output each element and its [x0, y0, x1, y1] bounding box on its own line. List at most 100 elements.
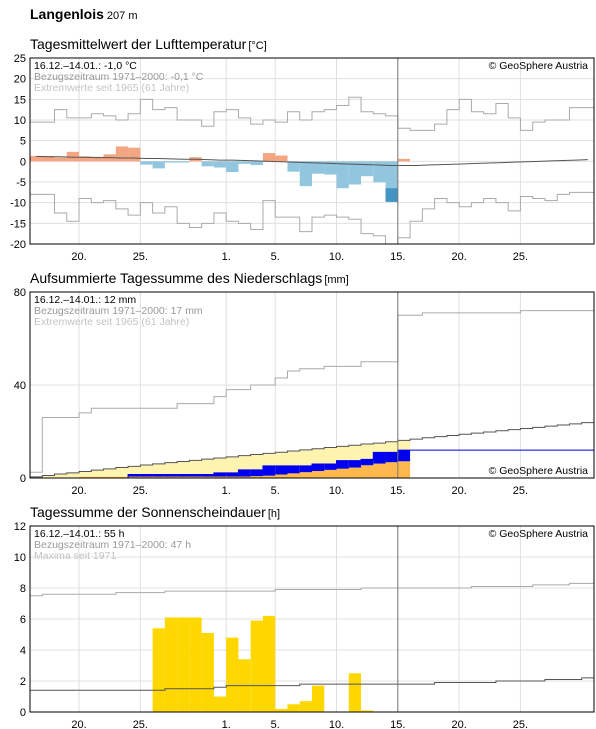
sunshine-ytick-label: 2	[20, 676, 26, 688]
temperature-max-line	[30, 96, 594, 131]
temperature-bar	[336, 161, 349, 189]
temperature-info-line: 16.12.–14.01.: -1,0 °C	[34, 60, 137, 72]
temperature-xtick-label: 20.	[71, 251, 86, 263]
precipitation-xtick-label: 1.	[222, 485, 231, 497]
precipitation-chart-title: Aufsummierte Tagessumme des Niederschlag…	[30, 270, 349, 286]
sunshine-normal-line	[30, 677, 594, 691]
sunshine-ytick-label: 6	[20, 614, 26, 626]
temperature-bar	[213, 161, 227, 168]
sunshine-xtick-label: 1.	[222, 719, 231, 729]
precipitation-extreme-bar	[262, 465, 276, 476]
temperature-xtick-label: 1.	[222, 251, 231, 263]
sunshine-chart-title: Tagessumme der Sonnenscheindauer [h]	[30, 504, 280, 520]
sunshine-xtick-label: 20.	[71, 719, 86, 729]
precipitation-extreme-bar	[140, 474, 153, 477]
precipitation-ytick-label: 80	[14, 287, 26, 299]
sunshine-xtick-label: 20.	[451, 719, 466, 729]
temperature-bar	[373, 161, 386, 183]
temperature-ytick-label: 20	[14, 74, 26, 86]
sunshine-bar	[275, 708, 288, 712]
temperature-bar	[312, 161, 325, 174]
sunshine-ytick-label: 0	[20, 707, 26, 719]
temperature-bar	[348, 161, 362, 185]
temperature-unit: [°C]	[248, 40, 267, 52]
precipitation-extreme-bar	[164, 474, 178, 477]
sunshine-xtick-label: 5.	[271, 719, 280, 729]
sunshine-xtick-label: 15.	[390, 719, 405, 729]
precipitation-max-line	[30, 310, 594, 473]
sunshine-xtick-label: 10.	[329, 719, 344, 729]
precipitation-extreme-bar	[312, 464, 325, 472]
temperature-xtick-label: 25.	[513, 251, 528, 263]
temperature-ytick-label: 15	[14, 94, 26, 106]
temperature-bar	[262, 153, 276, 162]
precipitation-ytick-label: 40	[14, 380, 26, 392]
sunshine-plot-frame	[29, 525, 595, 713]
temperature-xtick-label: 10.	[329, 251, 344, 263]
temperature-bar	[30, 155, 43, 162]
temperature-min-line	[30, 191, 594, 245]
precipitation-extreme-bar	[250, 469, 263, 477]
precipitation-min-line	[30, 449, 594, 479]
sunshine-xtick-label: 25.	[133, 719, 148, 729]
sunshine-bar	[348, 673, 362, 712]
precipitation-info-line: 16.12.–14.01.: 12 mm	[34, 294, 136, 306]
station-name: Langenlois	[30, 6, 104, 22]
precipitation-xtick-label: 25.	[513, 485, 528, 497]
precipitation-extreme-bar	[373, 452, 386, 464]
precipitation-extreme-bar	[299, 465, 312, 473]
temperature-extreme-bar	[385, 188, 398, 202]
temperature-info-line: Bezugszeitraum 1971–2000: -0,1 °C	[34, 71, 204, 83]
sunshine-bar	[177, 617, 190, 712]
precipitation-extreme-bar	[324, 464, 337, 470]
sunshine-ytick-label: 8	[20, 583, 26, 595]
precipitation-extreme-bar	[201, 474, 214, 477]
sunshine-bar	[152, 628, 165, 712]
temperature-bar	[152, 161, 165, 169]
temperature-normal-line	[36, 155, 588, 166]
temperature-xtick-label: 5.	[271, 251, 280, 263]
temperature-bar	[324, 161, 337, 175]
temperature-xtick-label: 25.	[133, 251, 148, 263]
temperature-bar	[177, 161, 190, 163]
precipitation-extreme-bar	[348, 460, 362, 468]
precipitation-extreme-bar	[213, 472, 227, 477]
temperature-xtick-label: 20.	[451, 251, 466, 263]
sunshine-bar	[164, 617, 178, 712]
precipitation-extreme-bar	[336, 460, 349, 469]
precipitation-info-line: Extremwerte seit 1965 (61 Jahre)	[34, 316, 189, 328]
temperature-bar	[275, 155, 288, 162]
temperature-bar	[250, 161, 263, 166]
temperature-bar	[164, 161, 178, 163]
sunshine-ytick-label: 4	[20, 645, 26, 657]
temperature-bar	[42, 155, 55, 162]
temperature-ytick-label: -5	[16, 177, 26, 189]
temperature-bar	[287, 161, 300, 172]
temperature-xtick-label: 15.	[390, 251, 405, 263]
temperature-ytick-label: 0	[20, 156, 26, 168]
temperature-bar	[299, 161, 312, 187]
precipitation-extreme-bar	[287, 465, 300, 474]
sunshine-bar	[299, 701, 312, 712]
sunshine-title-text: Tagessumme der Sonnenscheindauer	[30, 504, 266, 520]
precipitation-normal-line	[30, 422, 594, 478]
sunshine-bar	[189, 617, 202, 712]
sunshine-info-line: Bezugszeitraum 1971–2000: 47 h	[34, 539, 191, 551]
temperature-bar	[201, 161, 214, 167]
temperature-title-text: Tagesmittelwert der Lufttemperatur	[30, 36, 247, 52]
sunshine-bar	[262, 615, 276, 712]
temperature-bar	[66, 151, 80, 162]
sunshine-bar	[213, 696, 227, 712]
temperature-ytick-label: 25	[14, 53, 26, 65]
sunshine-xtick-label: 25.	[513, 719, 528, 729]
temperature-bar	[397, 158, 411, 162]
sunshine-bar	[361, 710, 374, 712]
sunshine-bar	[312, 685, 325, 712]
temperature-ytick-label: -10	[10, 198, 26, 210]
precipitation-title-text: Aufsummierte Tagessumme des Niederschlag…	[30, 270, 323, 286]
precipitation-plot-frame	[29, 291, 595, 479]
precipitation-extreme-bar	[177, 474, 190, 477]
precipitation-xtick-label: 15.	[390, 485, 405, 497]
precipitation-xtick-label: 20.	[71, 485, 86, 497]
precipitation-copyright: © GeoSphere Austria	[489, 465, 589, 477]
